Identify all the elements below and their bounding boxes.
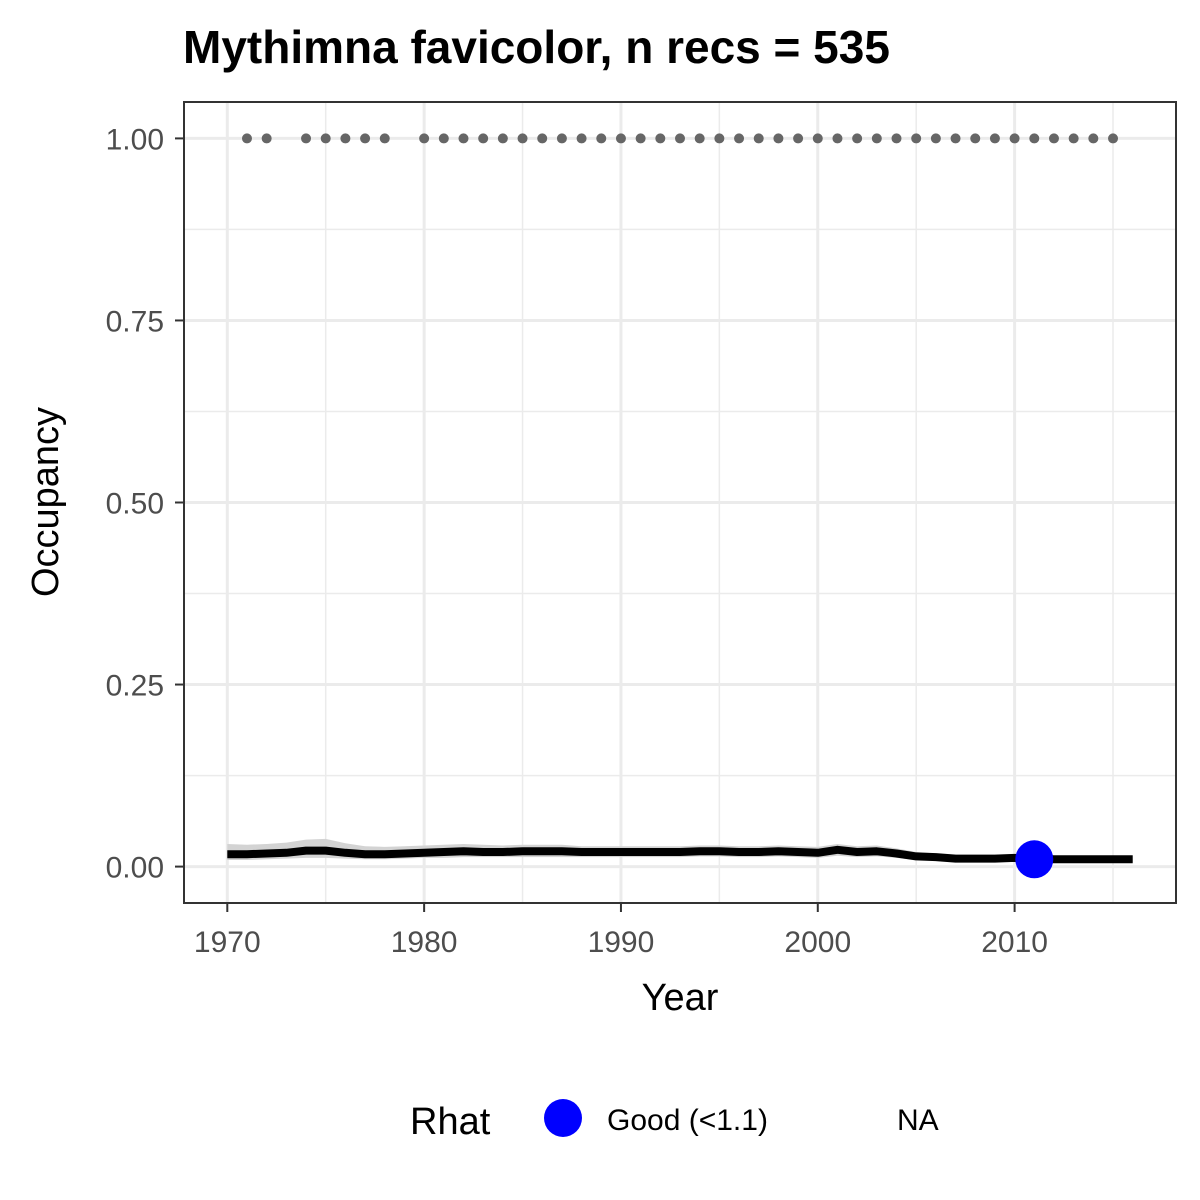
- record-point: [950, 133, 961, 144]
- record-point: [497, 133, 508, 144]
- x-tick-label: 1970: [194, 926, 261, 959]
- record-point: [911, 133, 922, 144]
- record-point: [891, 133, 902, 144]
- record-point: [340, 133, 351, 144]
- x-tick-label: 1980: [391, 926, 458, 959]
- x-axis-title: Year: [642, 977, 719, 1019]
- record-point: [694, 133, 705, 144]
- record-point: [734, 133, 745, 144]
- record-points-layer: [241, 133, 1119, 144]
- legend-label-na: NA: [897, 1104, 939, 1137]
- record-point: [793, 133, 804, 144]
- occupancy-line-layer: [227, 845, 1133, 864]
- record-point: [360, 133, 371, 144]
- record-point: [1108, 133, 1119, 144]
- legend-key-good: [544, 1099, 582, 1137]
- y-tick-label: 0.50: [106, 488, 164, 521]
- record-point: [320, 133, 331, 144]
- record-point: [1088, 133, 1099, 144]
- record-point: [458, 133, 469, 144]
- record-point: [1068, 133, 1079, 144]
- record-point: [753, 133, 764, 144]
- record-point: [655, 133, 666, 144]
- record-point: [261, 133, 272, 144]
- record-point: [832, 133, 843, 144]
- x-tick-label: 1990: [588, 926, 655, 959]
- y-tick-label: 0.25: [106, 670, 164, 703]
- x-tick-label: 2000: [784, 926, 851, 959]
- record-point: [438, 133, 449, 144]
- legend: Rhat Good (<1.1) NA: [410, 1099, 939, 1143]
- record-point: [517, 133, 528, 144]
- y-tick-label: 1.00: [106, 123, 164, 156]
- legend-label-good: Good (<1.1): [607, 1104, 768, 1137]
- occupancy-line: [227, 845, 1133, 864]
- record-point: [852, 133, 863, 144]
- record-point: [773, 133, 784, 144]
- record-point: [301, 133, 312, 144]
- record-point: [379, 133, 390, 144]
- record-point: [419, 133, 430, 144]
- chart-title: Mythimna favicolor, n recs = 535: [183, 21, 890, 73]
- record-point: [970, 133, 981, 144]
- y-tick-label: 0.00: [106, 852, 164, 885]
- record-point: [989, 133, 1000, 144]
- x-tick-label: 2010: [981, 926, 1048, 959]
- record-point: [537, 133, 548, 144]
- record-point: [596, 133, 607, 144]
- record-point: [1048, 133, 1059, 144]
- y-tick-label: 0.75: [106, 305, 164, 338]
- record-point: [635, 133, 646, 144]
- rhat-point: [1015, 840, 1054, 879]
- rhat-points-layer: [1015, 840, 1054, 879]
- record-point: [615, 133, 626, 144]
- record-point: [871, 133, 882, 144]
- record-point: [556, 133, 567, 144]
- record-point: [812, 133, 823, 144]
- legend-title: Rhat: [410, 1101, 491, 1143]
- record-point: [1009, 133, 1020, 144]
- record-point: [576, 133, 587, 144]
- x-axis: 1970 1980 1990 2000 2010: [194, 903, 1048, 959]
- record-point: [1029, 133, 1040, 144]
- record-point: [930, 133, 941, 144]
- y-axis-title: Occupancy: [25, 407, 67, 597]
- record-point: [675, 133, 685, 144]
- y-axis: 0.00 0.25 0.50 0.75 1.00: [106, 123, 184, 885]
- record-point: [241, 133, 252, 144]
- record-point: [714, 133, 725, 144]
- record-point: [478, 133, 489, 144]
